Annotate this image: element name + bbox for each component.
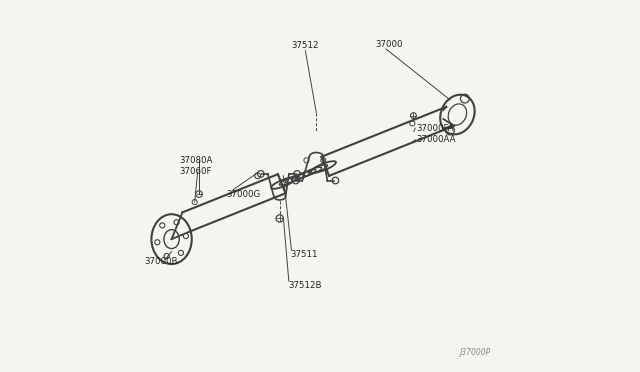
Text: J37000P: J37000P [459,348,490,357]
Text: 37511: 37511 [291,250,318,259]
Text: 37080A: 37080A [179,156,212,165]
Text: 37000: 37000 [376,39,403,49]
Text: 37512B: 37512B [289,281,323,290]
Text: 37512: 37512 [291,41,319,51]
Text: 37000AA: 37000AA [416,135,456,144]
Text: 37000FA: 37000FA [416,124,454,132]
Text: 37000G: 37000G [227,190,261,199]
Text: 37060F: 37060F [179,167,211,176]
Text: 37000B: 37000B [145,257,179,266]
